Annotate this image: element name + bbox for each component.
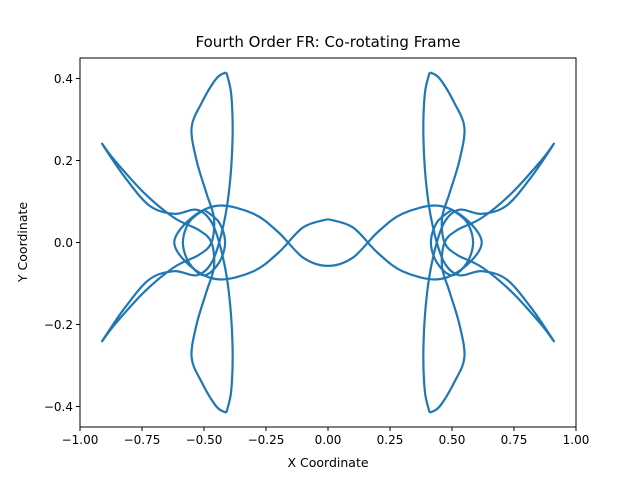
chart-title: Fourth Order FR: Co-rotating Frame — [196, 33, 461, 51]
y-tick-label: 0.4 — [54, 72, 73, 86]
x-tick-label: 0.75 — [501, 433, 528, 447]
x-tick-label: 0.00 — [315, 433, 342, 447]
y-tick-label: −0.2 — [44, 318, 73, 332]
orbit-curve-0-0 — [173, 204, 483, 281]
x-tick-label: 0.25 — [377, 433, 404, 447]
x-tick-label: −0.50 — [186, 433, 223, 447]
orbit-curve-0-5 — [100, 71, 234, 343]
orbit-curve-0-1 — [429, 208, 475, 277]
x-tick-label: −1.00 — [62, 433, 99, 447]
x-axis-label: X Coordinate — [287, 455, 368, 470]
y-ticks: −0.4 −0.2 0.0 0.2 0.4 — [44, 72, 80, 414]
curves-layer — [100, 71, 556, 414]
orbit-curve-0-6 — [100, 142, 234, 414]
x-tick-label: −0.25 — [248, 433, 285, 447]
y-axis-label: Y Coordinate — [15, 202, 30, 283]
y-tick-label: −0.4 — [44, 400, 73, 414]
orbit-curve-0-2 — [181, 208, 227, 277]
x-tick-label: 1.00 — [563, 433, 590, 447]
orbit-curve-0-4 — [422, 142, 556, 414]
x-tick-label: −0.75 — [124, 433, 161, 447]
y-tick-label: 0.2 — [54, 154, 73, 168]
y-tick-label: 0.0 — [54, 236, 73, 250]
orbit-curve-0-3 — [422, 71, 556, 343]
x-tick-label: 0.50 — [439, 433, 466, 447]
x-ticks: −1.00 −0.75 −0.50 −0.25 0.00 0.25 0.50 0.75 1.00 — [62, 427, 590, 447]
